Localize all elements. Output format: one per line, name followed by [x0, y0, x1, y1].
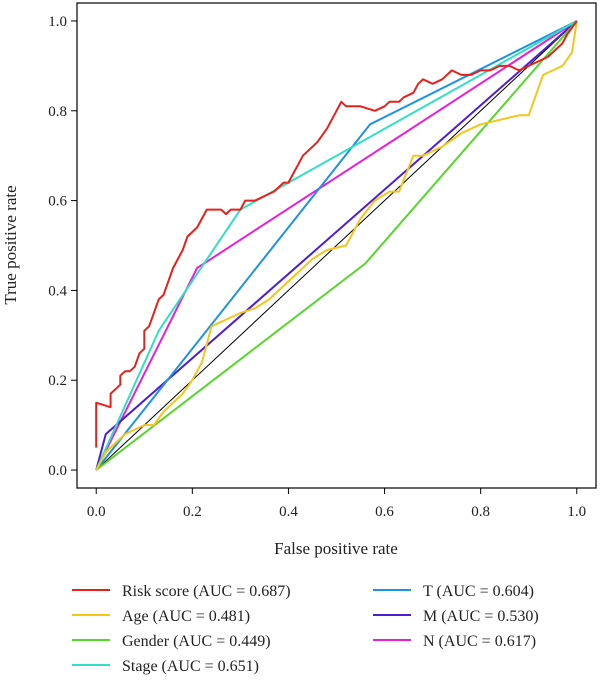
series-line-gender — [95, 20, 578, 471]
x-axis-title: False positive rate — [274, 539, 398, 558]
legend-item-risk-score: Risk score (AUC = 0.687) — [72, 583, 291, 600]
legend-label: N (AUC = 0.617) — [423, 633, 536, 650]
legend-label: Risk score (AUC = 0.687) — [122, 583, 291, 600]
legend-label: Gender (AUC = 0.449) — [122, 633, 271, 650]
y-tick-label: 0.6 — [48, 194, 67, 210]
series-line-stage — [95, 20, 578, 471]
x-tick-label: 0.4 — [279, 504, 298, 520]
x-tick-label: 0.6 — [375, 504, 394, 520]
series-line-risk-score — [95, 20, 578, 448]
x-tick-label: 0.8 — [471, 504, 490, 520]
x-tick-label: 0.2 — [183, 504, 202, 520]
reference-diagonal-line — [95, 20, 578, 471]
y-axis-title: True positive rate — [1, 185, 20, 304]
legend-label: Stage (AUC = 0.651) — [122, 658, 259, 675]
y-tick-label: 0.8 — [48, 104, 67, 120]
legend-label: M (AUC = 0.530) — [423, 608, 539, 625]
x-tick-label: 0.0 — [87, 504, 106, 520]
legend-item-t: T (AUC = 0.604) — [373, 583, 534, 600]
legend-item-n: N (AUC = 0.617) — [373, 633, 536, 650]
y-tick-label: 1.0 — [48, 14, 67, 30]
legend-label: T (AUC = 0.604) — [423, 583, 534, 600]
plot-frame — [76, 2, 597, 489]
series-line-age — [95, 20, 578, 471]
series-line-n — [95, 20, 578, 471]
x-tick-label: 1.0 — [567, 504, 586, 520]
y-tick-label: 0.4 — [48, 283, 67, 299]
series-line-m — [95, 20, 578, 471]
legend-item-age: Age (AUC = 0.481) — [72, 608, 250, 625]
legend-item-gender: Gender (AUC = 0.449) — [72, 633, 271, 650]
y-tick-label: 0.0 — [48, 463, 67, 479]
y-tick-label: 0.2 — [48, 373, 67, 389]
legend-item-stage: Stage (AUC = 0.651) — [72, 658, 259, 675]
legend-label: Age (AUC = 0.481) — [122, 608, 250, 625]
series-line-t — [95, 20, 578, 471]
legend-item-m: M (AUC = 0.530) — [373, 608, 539, 625]
